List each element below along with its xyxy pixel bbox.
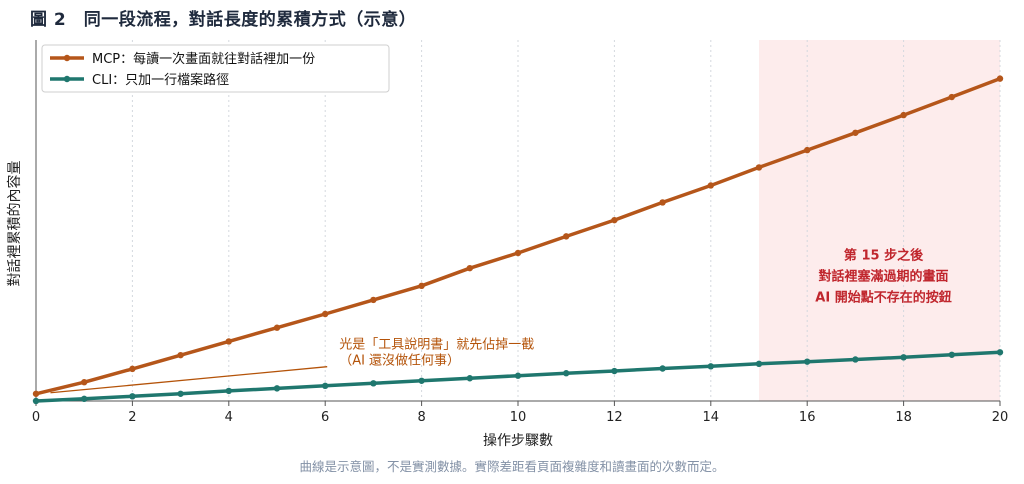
series-0-point xyxy=(611,216,618,224)
series-1-point xyxy=(225,387,232,395)
x-tick-label: 6 xyxy=(321,410,329,425)
series-0-point xyxy=(514,249,522,257)
series-0-point xyxy=(273,324,281,331)
series-0-point xyxy=(370,296,377,304)
chart-title: 圖 2 同一段流程，對話長度的累積方式（示意） xyxy=(30,10,417,30)
series-0-point xyxy=(900,111,907,119)
series-0-point xyxy=(996,75,1004,82)
x-tick-label: 0 xyxy=(32,410,40,425)
annotation-arrow xyxy=(50,366,328,394)
legend-marker-0 xyxy=(63,54,71,62)
legend-label-0: MCP：每讀一次畫面就往對話裡加一份 xyxy=(92,51,315,67)
series-0-point xyxy=(81,379,88,386)
legend-box xyxy=(41,44,390,93)
series-1-point xyxy=(900,354,907,361)
series-0-point xyxy=(755,164,763,171)
series-0-point xyxy=(322,310,329,318)
annotation-text-overflow: 對話裡塞滿過期的畫面 xyxy=(818,268,948,284)
series-1-point xyxy=(418,377,425,384)
series-1-point xyxy=(370,380,377,387)
series-1-point xyxy=(804,358,811,365)
series-1-point xyxy=(852,356,859,363)
legend-marker-1 xyxy=(63,75,71,83)
x-tick-label: 12 xyxy=(606,410,623,425)
legend-label-1: CLI：只加一行檔案路徑 xyxy=(92,72,229,88)
x-tick-label: 4 xyxy=(225,410,233,425)
x-tick-label: 20 xyxy=(992,410,1009,425)
series-1-point xyxy=(563,370,570,377)
shaded-region xyxy=(759,40,1000,401)
x-tick-label: 16 xyxy=(799,410,816,425)
x-tick-label: 14 xyxy=(703,410,720,425)
series-0-point xyxy=(852,129,859,136)
series-0-point xyxy=(225,338,232,345)
x-tick-label: 8 xyxy=(417,410,425,425)
x-tick-label: 10 xyxy=(510,410,527,425)
series-0-point xyxy=(466,264,473,272)
series-1-point xyxy=(948,351,955,358)
series-1-point xyxy=(32,397,40,405)
series-1-point xyxy=(611,367,618,375)
series-0-point xyxy=(563,233,570,240)
x-axis-label: 操作步驟數 xyxy=(483,433,553,449)
series-1-point xyxy=(81,395,88,403)
series-0-point xyxy=(418,282,425,290)
series-0-point xyxy=(32,390,40,397)
series-1-point xyxy=(755,360,763,368)
series-0-point xyxy=(804,146,811,154)
chart-caption: 曲線是示意圖，不是實測數據。實際差距看頁面複雜度和讀畫面的次數而定。 xyxy=(299,459,725,474)
series-1-point xyxy=(996,349,1004,356)
x-tick-label: 18 xyxy=(895,410,912,425)
annotation-text-tool-cost: （AI 還沒做任何事） xyxy=(339,353,460,369)
series-0-point xyxy=(659,199,666,206)
series-1-point xyxy=(659,365,666,372)
series-1-point xyxy=(707,363,714,370)
annotation-text-overflow: 第 15 步之後 xyxy=(844,247,924,263)
series-0-point xyxy=(948,93,955,101)
series-1-point xyxy=(273,385,281,392)
series-0-point xyxy=(177,351,184,359)
series-0-point xyxy=(707,182,714,189)
y-axis-label: 對話裡累積的內容量 xyxy=(6,161,23,287)
series-1-point xyxy=(177,390,184,397)
series-1-point xyxy=(322,382,329,390)
x-tick-label: 2 xyxy=(128,410,136,425)
series-0-point xyxy=(129,365,136,373)
series-1-point xyxy=(514,372,522,379)
annotation-text-overflow: AI 開始點不存在的按鈕 xyxy=(815,289,951,305)
series-1-point xyxy=(466,375,473,382)
annotation-text-tool-cost: 光是「工具說明書」就先佔掉一截 xyxy=(339,337,534,353)
series-1-point xyxy=(129,393,136,400)
